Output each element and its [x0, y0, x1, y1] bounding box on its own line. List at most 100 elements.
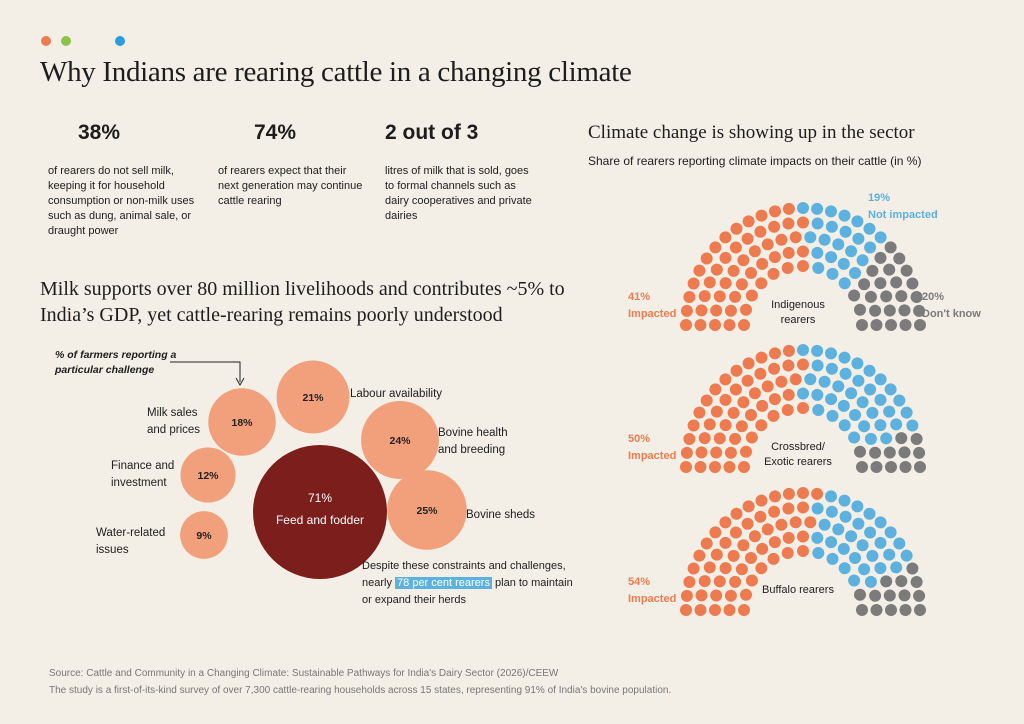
dot	[742, 500, 755, 513]
value-label: 41%	[628, 291, 651, 303]
dot	[856, 254, 869, 267]
dot	[899, 461, 912, 473]
dot	[789, 516, 802, 529]
dot	[845, 387, 858, 400]
dot	[811, 202, 824, 215]
dot	[710, 589, 723, 602]
dot	[781, 547, 794, 559]
dot	[851, 500, 864, 513]
dot	[913, 304, 926, 317]
dot	[851, 215, 864, 228]
dot	[782, 217, 795, 230]
dot	[825, 205, 837, 218]
dot	[683, 433, 696, 445]
dot	[883, 589, 896, 602]
dot	[811, 344, 824, 357]
dot	[811, 217, 824, 230]
dot	[893, 394, 906, 407]
stat-text: litres of milk that is sold, goes to for…	[385, 165, 532, 222]
dot	[811, 487, 824, 500]
dot	[852, 232, 865, 245]
value-label: 18%	[231, 417, 253, 429]
dot	[825, 505, 838, 518]
dot	[768, 251, 781, 264]
dot	[730, 222, 743, 235]
dot	[838, 419, 851, 432]
dot	[854, 588, 866, 601]
dot	[866, 549, 879, 562]
dot	[898, 304, 911, 317]
dot	[767, 409, 780, 422]
dot	[906, 277, 919, 290]
dot	[839, 510, 852, 523]
dot	[849, 267, 861, 279]
dot	[899, 319, 912, 331]
dot	[849, 409, 861, 421]
dot	[695, 589, 708, 602]
dot	[680, 461, 692, 473]
dot	[680, 589, 693, 602]
dot	[914, 461, 926, 473]
dot	[709, 461, 721, 473]
dot	[906, 562, 919, 575]
dot	[825, 536, 838, 549]
dot	[832, 523, 845, 536]
category-label: Labour availability	[350, 388, 443, 400]
dot	[838, 209, 851, 222]
dot	[782, 487, 795, 500]
dot	[874, 419, 887, 432]
dot	[748, 245, 761, 258]
annotation: % of farmers reporting a particular chal…	[55, 349, 177, 376]
dot	[851, 357, 864, 370]
dot	[863, 364, 876, 377]
dot	[695, 446, 708, 459]
dot	[723, 319, 736, 331]
dot	[719, 419, 732, 432]
dot	[694, 319, 707, 331]
category-label: Feed and fodder	[276, 513, 364, 527]
dot	[898, 589, 911, 602]
dot	[910, 433, 923, 445]
dot	[727, 549, 740, 562]
dot	[687, 419, 700, 432]
annotation-arrowhead	[235, 377, 245, 387]
dot	[738, 461, 750, 473]
dot	[837, 399, 850, 412]
dot	[735, 420, 748, 433]
category-label: Don't know	[922, 308, 981, 320]
dot	[755, 351, 768, 364]
dot	[709, 319, 721, 331]
dot	[713, 432, 726, 445]
dot	[898, 446, 911, 459]
dot	[698, 432, 711, 445]
dot	[710, 446, 723, 459]
dot	[700, 252, 713, 265]
dot	[804, 231, 817, 244]
dot	[781, 404, 794, 416]
dot	[782, 359, 795, 372]
dot	[893, 252, 906, 265]
dot	[812, 547, 825, 559]
dot	[738, 319, 750, 331]
bubble	[180, 511, 228, 559]
dot	[719, 251, 732, 264]
dot	[895, 575, 908, 588]
dot	[885, 604, 897, 616]
stat-text: of rearers expect that their next genera…	[218, 165, 363, 207]
dot	[883, 405, 896, 418]
dot	[913, 589, 926, 602]
dot	[797, 487, 809, 499]
dot	[769, 490, 781, 503]
dot	[768, 362, 781, 375]
dot	[812, 404, 825, 416]
dot	[680, 319, 692, 331]
dot	[789, 231, 802, 244]
dot	[838, 351, 851, 364]
group-name: Crossbred/ Exotic rearers	[764, 441, 832, 468]
dot	[738, 604, 750, 616]
category-label: Impacted	[628, 593, 677, 605]
dot	[811, 531, 824, 544]
dot	[812, 262, 825, 274]
dot	[723, 461, 736, 473]
value-label: 19%	[868, 192, 891, 204]
